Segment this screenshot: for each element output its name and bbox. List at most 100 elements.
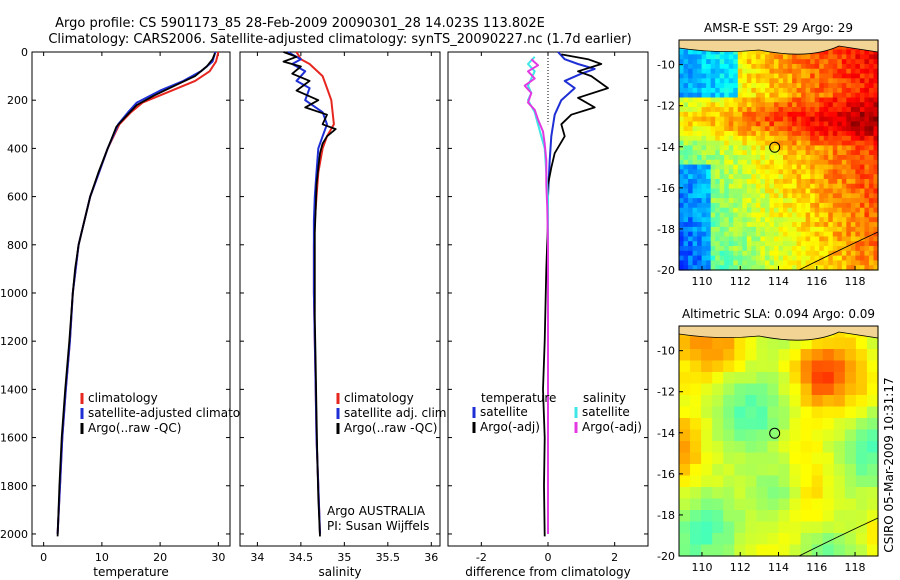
sst_map-cell <box>801 217 807 223</box>
sst_map-cell <box>805 68 811 75</box>
sla_map-cell <box>866 533 879 546</box>
sst_map-cell <box>769 68 775 75</box>
sst_map-cell <box>692 111 698 118</box>
sla_map-cell <box>756 337 769 350</box>
sst_map-cell <box>755 140 762 147</box>
sst_map-cell <box>724 135 730 142</box>
sla_map-cell <box>822 475 835 488</box>
sst_map-cell <box>832 49 838 55</box>
sst_map-cell <box>751 207 757 214</box>
sst_map-cell <box>832 183 838 190</box>
temperature-legend-2-label: Argo(..raw -QC) <box>88 421 181 435</box>
sst_map-cell <box>679 97 685 103</box>
sst_map-cell <box>751 255 757 262</box>
sla_map-cell <box>866 429 879 442</box>
sst_map-cell <box>751 54 757 60</box>
sst_map-cell <box>873 63 879 70</box>
sst_map-cell <box>769 59 775 65</box>
sla_map-cell <box>778 406 791 419</box>
sst_map-cell <box>719 159 725 166</box>
sst_map-cell <box>697 107 703 113</box>
sst_map-cell <box>810 140 816 147</box>
sla_map-cell <box>855 383 868 396</box>
sst_map-cell <box>778 265 784 271</box>
sst_map-cell <box>679 150 685 156</box>
sla_map-cell <box>756 498 769 511</box>
sla_map-cell <box>767 475 780 488</box>
sst_map-cell <box>728 236 734 242</box>
sla_map-cell <box>855 498 868 511</box>
sst_map-cell <box>697 59 703 65</box>
sst_map-cell <box>810 241 816 247</box>
sst_map-cell <box>701 188 707 194</box>
sst_map-cell <box>855 63 861 70</box>
sst_map-cell <box>868 207 875 214</box>
sst_map-cell <box>719 250 725 257</box>
sst_map-cell <box>814 164 820 170</box>
sst_map-cell <box>746 49 752 55</box>
sst_map-cell <box>769 255 775 262</box>
sla_map-cell <box>745 452 757 465</box>
sla_map-cell <box>712 349 724 362</box>
sst_map-cell <box>688 126 694 132</box>
sst_map-cell <box>751 63 757 70</box>
sst_map-cell <box>792 92 798 99</box>
sst_map-cell <box>760 178 766 185</box>
sst_map-cell <box>724 212 730 218</box>
sla_map-cell <box>822 406 835 419</box>
sst_map-cell <box>751 68 757 75</box>
sst_map-cell <box>832 87 838 94</box>
sla_map-cell <box>866 360 879 373</box>
sst_map-cell <box>773 102 780 108</box>
sst_map-cell <box>814 111 820 118</box>
sst_map-cell <box>819 54 825 60</box>
sst_map-cell <box>832 97 838 103</box>
sst_map-cell <box>773 202 780 209</box>
sla_map-cell <box>822 383 835 396</box>
sst_map-cell <box>688 178 694 185</box>
sst_map-cell <box>859 92 866 99</box>
sst_map-cell <box>801 59 807 65</box>
sst_map-cell <box>778 159 784 166</box>
sst_map-cell <box>719 135 725 142</box>
sst_map-cell <box>792 169 798 175</box>
sst_map-cell <box>724 131 730 137</box>
sst_map-cell <box>868 159 875 166</box>
sst_map-cell <box>737 222 743 228</box>
sst_map-cell <box>764 78 771 84</box>
sst_map-cell <box>855 174 861 180</box>
sst_map-cell <box>715 49 721 55</box>
sla_map-cell <box>690 429 702 442</box>
sst_map-cell <box>778 140 784 147</box>
sst_map-cell <box>769 236 775 242</box>
sst_map-cell <box>715 241 721 247</box>
sst_map-cell <box>742 102 748 108</box>
sst_map-cell <box>706 63 712 70</box>
sst_map-cell <box>828 198 834 204</box>
sst_map-cell <box>796 68 802 75</box>
sla_map-cell <box>767 395 780 408</box>
sst_map-cell <box>787 140 793 147</box>
sla_map-cell <box>745 406 757 419</box>
sst_map-cell <box>837 121 843 127</box>
sla_map-cell <box>800 406 813 419</box>
sst_map-cell <box>864 102 870 108</box>
sst_map-cell <box>710 174 716 180</box>
sla_map-cell <box>756 383 769 396</box>
sst_map-cell <box>742 212 748 218</box>
sla_map-cell <box>789 418 802 431</box>
sst_map-cell <box>733 188 739 194</box>
sst_map-cell <box>850 145 856 151</box>
sst_map-cell <box>792 63 798 70</box>
sst_map-cell <box>787 231 793 238</box>
sst_map-cell <box>769 169 775 175</box>
sla_map-cell <box>822 429 835 442</box>
sst_map-cell <box>746 121 752 127</box>
sst_map-cell <box>778 250 784 257</box>
sst_map-cell <box>719 111 725 118</box>
sst_map-cell <box>796 226 802 233</box>
sla_map-cell <box>767 429 780 442</box>
sla_map-cell <box>690 475 702 488</box>
sst_map-cell <box>837 226 843 233</box>
sst_map-cell <box>742 174 748 180</box>
